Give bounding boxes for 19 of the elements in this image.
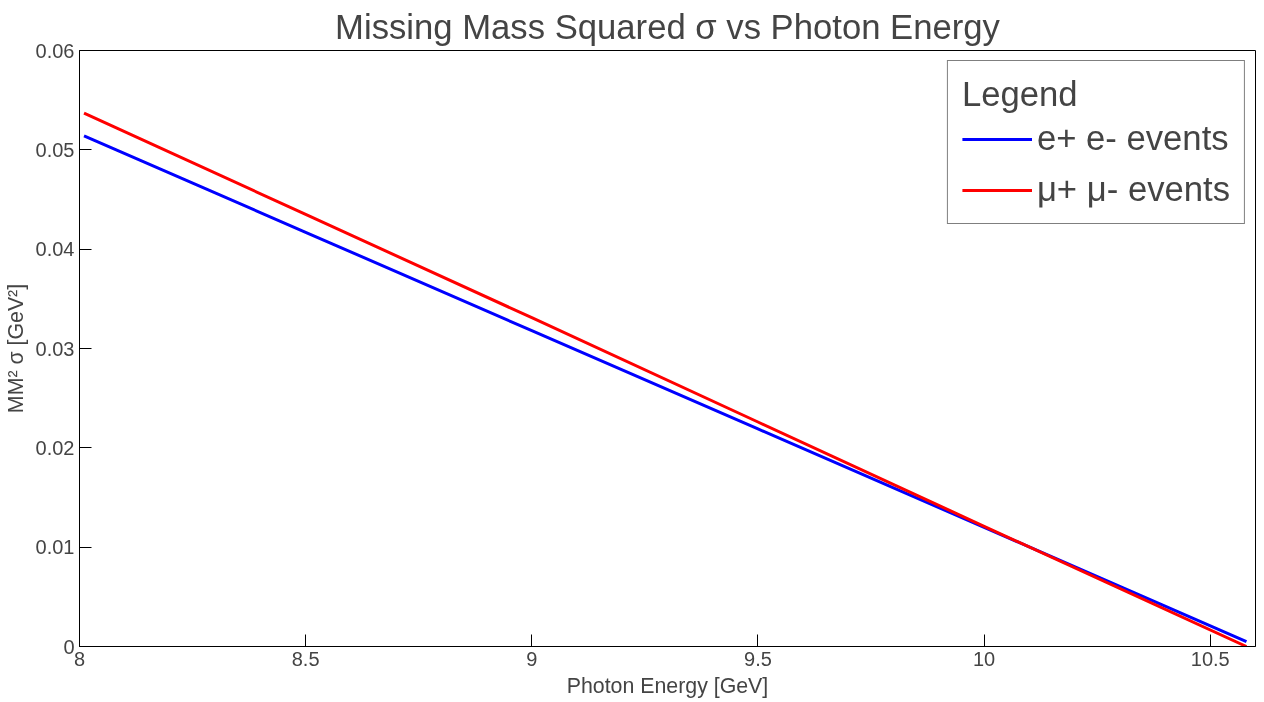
x-tick-label: 8 xyxy=(73,647,86,670)
chart-title: Missing Mass Squared σ vs Photon Energy xyxy=(335,7,1001,46)
x-axis-title: Photon Energy [GeV] xyxy=(566,673,769,698)
x-tick-label: 8.5 xyxy=(291,647,320,670)
x-tick-label: 9.5 xyxy=(744,647,772,670)
y-tick-label: 0.05 xyxy=(35,138,75,161)
y-tick-label: 0 xyxy=(63,635,75,658)
y-tick-label: 0.04 xyxy=(35,238,75,261)
x-tick-label: 10.5 xyxy=(1190,647,1230,670)
x-tick-label: 10 xyxy=(972,647,996,670)
x-tick-label: 9 xyxy=(526,647,538,670)
y-tick-label: 0.03 xyxy=(35,337,75,360)
legend-title: Legend xyxy=(961,75,1079,114)
y-tick-label: 0.01 xyxy=(35,536,75,559)
y-tick-label: 0.06 xyxy=(35,39,75,62)
legend-label: e+ e- events xyxy=(1036,119,1229,158)
y-axis-title: MM² σ [GeV²] xyxy=(3,283,28,414)
legend-label: μ+ μ- events xyxy=(1036,170,1230,209)
y-tick-label: 0.02 xyxy=(35,436,75,459)
